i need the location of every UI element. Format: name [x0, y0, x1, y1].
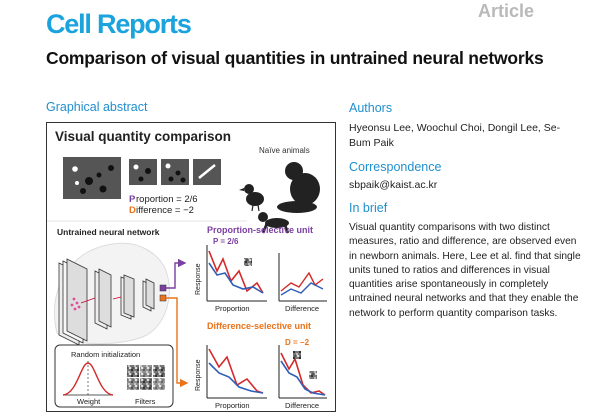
paper-title: Comparison of visual quantities in untra…	[46, 48, 544, 68]
proportion-arrow	[166, 258, 187, 289]
random-init-label: Random initialization	[71, 350, 140, 359]
proportion-plot: P = 2/6	[206, 237, 267, 302]
response-label-bottom: Response	[195, 359, 202, 391]
stimulus-large	[63, 157, 121, 199]
difference-unit-label: Difference-selective unit	[207, 321, 311, 331]
response-label-top: Response	[195, 263, 202, 295]
in-brief-heading: In brief	[349, 201, 388, 215]
authors-heading: Authors	[349, 101, 393, 115]
difference-annotation: D = −2	[285, 338, 310, 347]
network-label: Untrained neural network	[57, 227, 160, 237]
difference-value: ifference = −2	[136, 205, 194, 216]
weight-label: Weight	[77, 397, 101, 406]
in-brief-text: Visual quantity comparisons with two dis…	[349, 222, 581, 319]
x-label-difference-top: Difference	[285, 304, 319, 313]
authors-list: Hyeonsu Lee, Woochul Choi, Dongil Lee, S…	[349, 122, 561, 149]
correspondence-email[interactable]: sbpaik@kaist.ac.kr	[349, 179, 438, 191]
proportion-diff-plot	[278, 253, 327, 302]
proportion-annotation: P = 2/6	[213, 237, 239, 246]
article-type-label: Article	[478, 1, 535, 21]
stimulus-small-c	[193, 159, 221, 185]
panel-title: Visual quantity comparison	[55, 129, 231, 144]
filters-grid	[127, 365, 165, 390]
x-label-difference-bottom: Difference	[285, 401, 319, 410]
difference-letter: D	[129, 205, 136, 216]
naive-animals-label: Naïve animals	[259, 146, 310, 155]
graphical-abstract-svg: Visual quantity comparison	[47, 129, 327, 410]
network-layers	[58, 258, 167, 346]
graphical-abstract-figure: Visual quantity comparison	[46, 122, 336, 412]
weight-distribution	[62, 361, 114, 396]
difference-arrow	[166, 297, 189, 388]
graphical-abstract-heading: Graphical abstract	[46, 100, 148, 114]
correspondence-heading: Correspondence	[349, 160, 442, 174]
difference-diff-plot: D = −2	[278, 338, 327, 399]
filters-label: Filters	[135, 397, 156, 406]
proportion-letter: P	[129, 194, 136, 205]
x-label-proportion-bottom: Proportion	[215, 401, 250, 410]
journal-logo: Cell Reports	[46, 9, 192, 39]
chick-silhouette	[239, 184, 264, 212]
monkey-silhouette	[277, 162, 320, 213]
proportion-value: roportion = 2/6	[136, 194, 198, 205]
stimulus-small-b	[161, 159, 189, 185]
proportion-unit-label: Proportion-selective unit	[207, 225, 313, 235]
baby-silhouette	[258, 212, 290, 234]
stimulus-small-a	[129, 159, 157, 185]
difference-prop-plot	[206, 345, 267, 399]
x-label-proportion-top: Proportion	[215, 304, 250, 313]
random-init-box	[54, 344, 174, 408]
